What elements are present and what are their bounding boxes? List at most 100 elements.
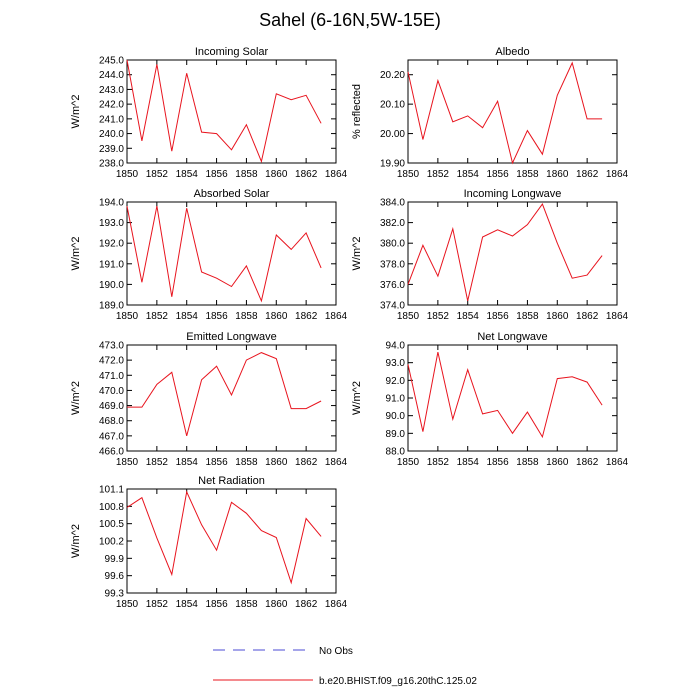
panel-4-xtick-label: 1850: [397, 311, 420, 322]
panel-3-xtick-label: 1852: [146, 311, 169, 322]
panel-7-xtick-label: 1854: [176, 599, 199, 610]
panel-6-xtick-label: 1854: [457, 457, 480, 468]
legend-model-label: b.e20.BHIST.f09_g16.20thC.125.02: [319, 676, 477, 687]
panel-6-xtick-label: 1864: [606, 457, 629, 468]
panel-2-xtick-label: 1858: [516, 169, 539, 180]
panel-6-xtick-label: 1850: [397, 457, 420, 468]
panel-2-xtick-label: 1864: [606, 169, 629, 180]
panel-5-ytick-label: 471.0: [99, 371, 124, 382]
panel-7-xtick-label: 1864: [325, 599, 348, 610]
panel-7-ytick-label: 100.5: [99, 519, 124, 530]
panel-1-ytick-label: 242.0: [99, 100, 124, 111]
panel-3-ytick-label: 190.0: [99, 280, 124, 291]
panel-1-xtick-label: 1850: [116, 169, 139, 180]
panel-7-xtick-label: 1862: [295, 599, 318, 610]
panel-7-ytick-label: 100.8: [99, 502, 124, 513]
panel-4-xtick-label: 1858: [516, 311, 539, 322]
panel-4-xtick-label: 1864: [606, 311, 629, 322]
panel-5-ytick-label: 468.0: [99, 416, 124, 427]
panel-4-xtick-label: 1860: [546, 311, 569, 322]
panel-3-xtick-label: 1854: [176, 311, 199, 322]
panel-4-xtick-label: 1852: [427, 311, 450, 322]
panel-3-xtick-label: 1856: [205, 311, 228, 322]
panel-5-xtick-label: 1858: [235, 457, 258, 468]
panel-6-ytick-label: 93.0: [386, 358, 406, 369]
panel-7-ytick-label: 99.3: [105, 589, 125, 600]
panel-6-ytick-label: 94.0: [386, 341, 406, 352]
panel-7-ylabel: W/m^2: [70, 524, 82, 558]
panel-5-ytick-label: 467.0: [99, 431, 124, 442]
panel-3-xtick-label: 1850: [116, 311, 139, 322]
panel-1-series-line: [126, 59, 322, 164]
panel-2-ytick-label: 20.20: [380, 70, 405, 81]
panel-6-xtick-label: 1862: [576, 457, 599, 468]
panel-1-xtick-label: 1858: [235, 169, 258, 180]
panel-3-ytick-label: 194.0: [99, 198, 124, 209]
panel-5-ytick-label: 466.0: [99, 447, 124, 458]
panel-2-series-line: [407, 61, 603, 165]
panel-3-xtick-label: 1864: [325, 311, 348, 322]
panel-7-xtick-label: 1860: [265, 599, 288, 610]
panel-7-ytick-label: 101.1: [99, 485, 124, 496]
legend-obs-label: No Obs: [319, 646, 353, 657]
panel-2-ylabel: % reflected: [351, 84, 363, 139]
panel-2-xtick-label: 1854: [457, 169, 480, 180]
panel-5-xtick-label: 1862: [295, 457, 318, 468]
panel-6-ytick-label: 89.0: [386, 429, 406, 440]
panel-1-ytick-label: 241.0: [99, 114, 124, 125]
panel-4-series-line: [407, 203, 603, 302]
panel-1-ytick-label: 243.0: [99, 85, 124, 96]
panel-3-ytick-label: 192.0: [99, 239, 124, 250]
panel-3-ytick-label: 191.0: [99, 259, 124, 270]
panel-3-ytick-label: 193.0: [99, 218, 124, 229]
panel-4-ytick-label: 382.0: [380, 218, 405, 229]
panel-6-ytick-label: 88.0: [386, 447, 406, 458]
panel-4-frame: [407, 201, 618, 306]
panel-4-ytick-label: 374.0: [380, 301, 405, 312]
panel-3-series-line: [126, 206, 322, 303]
panel-2-frame: [407, 59, 618, 164]
panel-2-xtick-label: 1856: [486, 169, 509, 180]
panel-5-series-line: [127, 352, 322, 437]
panel-5-frame: [126, 344, 337, 452]
panel-5-xtick-label: 1850: [116, 457, 139, 468]
panel-5-ylabel: W/m^2: [70, 381, 82, 415]
panel-4-xtick-label: 1856: [486, 311, 509, 322]
panel-1-frame: [126, 59, 337, 164]
panel-1-xtick-label: 1856: [205, 169, 228, 180]
panel-1-ytick-label: 238.0: [99, 159, 124, 170]
panel-2-title: Albedo: [495, 46, 529, 58]
panel-6-title: Net Longwave: [477, 331, 547, 343]
panel-6-xtick-label: 1858: [516, 457, 539, 468]
panel-3-ylabel: W/m^2: [70, 237, 82, 271]
panel-5-xtick-label: 1852: [146, 457, 169, 468]
panel-5-xtick-label: 1854: [176, 457, 199, 468]
panel-4-ylabel: W/m^2: [351, 237, 363, 271]
panel-6-ytick-label: 91.0: [386, 394, 406, 405]
panel-1-xtick-label: 1854: [176, 169, 199, 180]
panel-1-ytick-label: 240.0: [99, 129, 124, 140]
panel-3-xtick-label: 1862: [295, 311, 318, 322]
panel-4-ytick-label: 384.0: [380, 198, 405, 209]
panel-7-title: Net Radiation: [198, 475, 265, 487]
panel-6-ytick-label: 92.0: [386, 376, 406, 387]
panel-3-title: Absorbed Solar: [194, 188, 270, 200]
panel-7-xtick-label: 1856: [205, 599, 228, 610]
panel-7-ytick-label: 99.6: [105, 571, 125, 582]
panel-6-xtick-label: 1860: [546, 457, 569, 468]
panel-1-xtick-label: 1864: [325, 169, 348, 180]
panel-2-ytick-label: 20.10: [380, 100, 405, 111]
panel-4-xtick-label: 1854: [457, 311, 480, 322]
panel-1-xtick-label: 1852: [146, 169, 169, 180]
panel-6-xtick-label: 1852: [427, 457, 450, 468]
panel-3-xtick-label: 1858: [235, 311, 258, 322]
panel-6-ytick-label: 90.0: [386, 411, 406, 422]
panel-5-xtick-label: 1856: [205, 457, 228, 468]
panel-2-ytick-label: 20.00: [380, 129, 405, 140]
panel-2-xtick-label: 1862: [576, 169, 599, 180]
panel-4-ytick-label: 380.0: [380, 239, 405, 250]
panel-3-ytick-label: 189.0: [99, 301, 124, 312]
panel-5-xtick-label: 1860: [265, 457, 288, 468]
